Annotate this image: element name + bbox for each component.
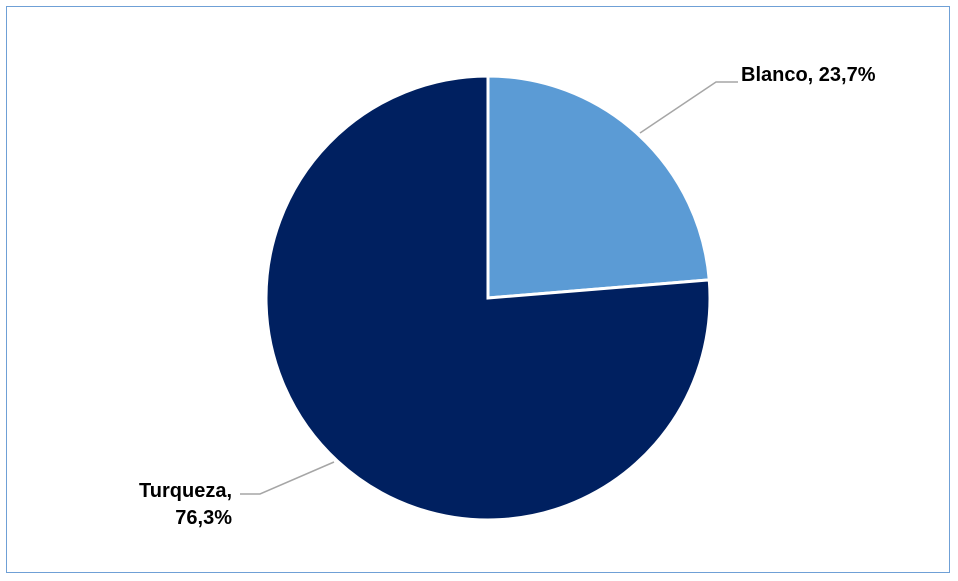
leader-line-turqueza	[240, 461, 335, 495]
pie-slice-turqueza	[264, 74, 712, 522]
leader-lines	[240, 81, 738, 495]
pie-slice-blanco	[486, 74, 711, 300]
leader-line-blanco	[639, 81, 738, 134]
data-label-turqueza-line1: Turqueza,	[139, 480, 232, 502]
data-label-turqueza-line2: 76,3%	[175, 507, 232, 529]
data-label-blanco: Blanco, 23,7%	[741, 64, 876, 86]
pie-slices	[264, 74, 712, 522]
